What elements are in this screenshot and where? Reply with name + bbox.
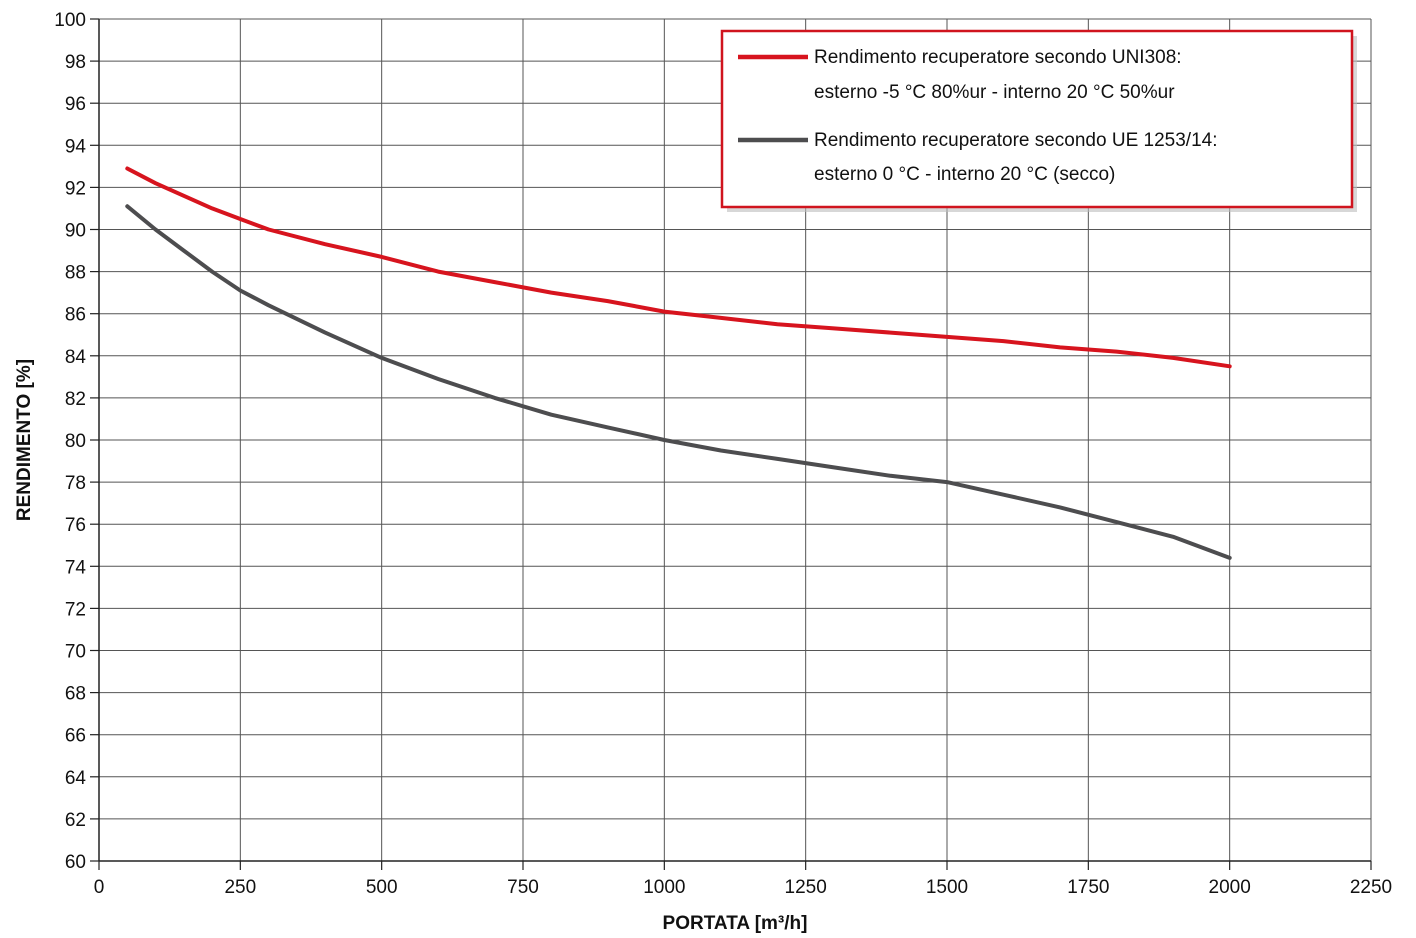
legend-label-ue1253: Rendimento recuperatore secondo UE 1253/…: [814, 130, 1217, 151]
x-tick-label: 1250: [785, 877, 827, 898]
y-tick-label: 84: [65, 347, 87, 368]
series-line-ue1253: [125, 204, 1232, 560]
y-tick-label: 98: [65, 52, 86, 73]
y-tick-label: 60: [65, 852, 86, 873]
y-tick-label: 80: [65, 431, 86, 452]
x-tick-label: 500: [366, 877, 398, 898]
y-axis-title: RENDIMENTO [%]: [14, 359, 35, 521]
x-tick-label: 750: [507, 877, 539, 898]
y-tick-label: 92: [65, 178, 86, 199]
x-tick-label: 2250: [1350, 877, 1392, 898]
y-tick-label: 86: [65, 305, 86, 326]
y-tick-label: 72: [65, 599, 86, 620]
y-tick-label: 82: [65, 389, 86, 410]
legend-label-uni308: Rendimento recuperatore secondo UNI308:: [814, 47, 1182, 68]
y-tick-label: 96: [65, 94, 86, 115]
axes: [90, 18, 1372, 870]
legend-box: [720, 29, 1354, 209]
y-tick-label: 90: [65, 221, 86, 242]
y-tick-label: 100: [54, 10, 86, 31]
y-tick-label: 88: [65, 263, 86, 284]
legend-label-ue1253-line2: esterno 0 °C - interno 20 °C (secco): [814, 164, 1115, 185]
x-tick-label: 2000: [1209, 877, 1251, 898]
y-tick-label: 68: [65, 684, 86, 705]
x-tick-label: 0: [94, 877, 105, 898]
x-axis-title: PORTATA [m³/h]: [663, 913, 808, 934]
y-tick-label: 76: [65, 515, 86, 536]
y-tick-label: 62: [65, 810, 86, 831]
series-lines: [125, 166, 1232, 560]
y-tick-label: 94: [65, 136, 87, 157]
legend: Rendimento recuperatore secondo UNI308: …: [720, 29, 1357, 212]
series-line-uni308: [125, 166, 1232, 369]
y-tick-label: 64: [65, 768, 87, 789]
y-tick-label: 66: [65, 726, 86, 747]
y-tick-label: 70: [65, 642, 86, 663]
y-tick-label: 78: [65, 473, 86, 494]
x-tick-label: 1500: [926, 877, 968, 898]
legend-label-uni308-line2: esterno -5 °C 80%ur - interno 20 °C 50%u…: [814, 82, 1175, 103]
x-tick-label: 250: [224, 877, 256, 898]
tick-labels: 60 62 64 66 68 70 72 74 76 78 80 82 84 86 88 90 92 94 96 98…: [54, 10, 1392, 898]
x-tick-label: 1000: [643, 877, 685, 898]
y-tick-label: 74: [65, 557, 87, 578]
x-tick-label: 1750: [1067, 877, 1109, 898]
